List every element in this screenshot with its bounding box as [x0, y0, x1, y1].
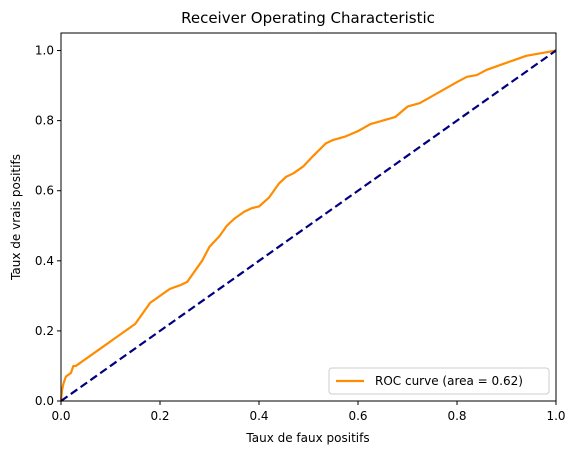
x-tick-label: 0.2 [150, 409, 169, 423]
legend: ROC curve (area = 0.62) [328, 367, 550, 395]
y-axis-ticks: 0.0 0.2 0.4 0.6 0.8 1.0 [35, 44, 61, 408]
x-tick-label: 1.0 [546, 409, 565, 423]
y-tick-label: 0.4 [35, 254, 54, 268]
y-tick-label: 0.8 [35, 114, 54, 128]
x-axis-label: Taux de faux positifs [245, 431, 369, 445]
y-tick-label: 0.6 [35, 184, 54, 198]
plot-background [61, 33, 556, 401]
plot-frame [60, 32, 557, 402]
legend-label-roc: ROC curve (area = 0.62) [375, 374, 523, 388]
chance-line [60, 49, 557, 402]
y-tick-label: 1.0 [35, 44, 54, 58]
x-tick-label: 0.6 [348, 409, 367, 423]
chart-title: Receiver Operating Characteristic [181, 9, 435, 27]
x-axis-ticks: 0.0 0.2 0.4 0.6 0.8 1.0 [51, 401, 566, 423]
y-tick-label: 0.2 [35, 324, 54, 338]
y-tick-label: 0.0 [35, 394, 54, 408]
x-tick-label: 0.0 [51, 409, 70, 423]
x-tick-label: 0.4 [249, 409, 268, 423]
y-axis-label: Taux de vrais positifs [9, 154, 23, 281]
series-layer [59, 49, 557, 402]
x-tick-label: 0.8 [447, 409, 466, 423]
plot-area: 0.0 0.2 0.4 0.6 0.8 1.0 0.0 0.2 0.4 0.6 0.8 1.0 [35, 32, 566, 423]
roc-curve-line [59, 49, 557, 402]
legend-box [328, 367, 550, 395]
